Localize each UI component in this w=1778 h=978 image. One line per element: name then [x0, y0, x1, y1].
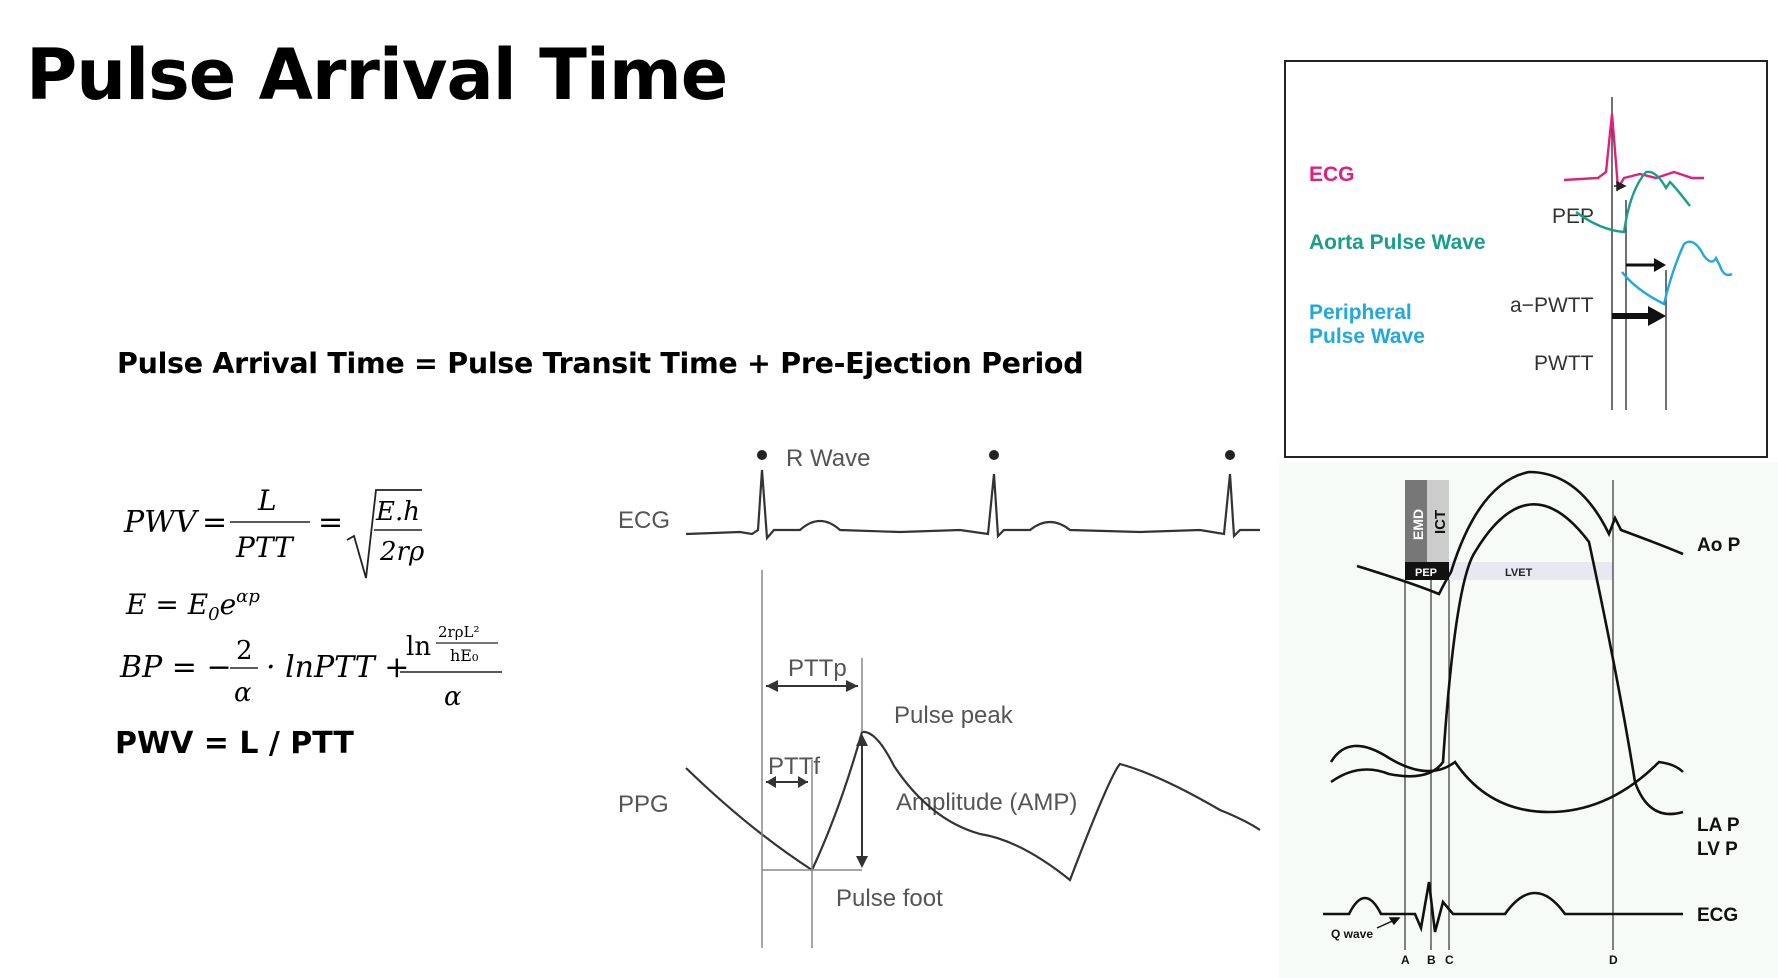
pat-equation: Pulse Arrival Time = Pulse Transit Time … — [117, 347, 1084, 380]
bp-outer-denominator: α — [444, 682, 462, 712]
r-wave-label: R Wave — [786, 445, 870, 472]
pwv-formula: PWV = L PTT = E.h 2rρ — [123, 484, 425, 579]
lv-p-label: LV P — [1697, 839, 1738, 860]
left-atrial-pressure-curve — [1329, 744, 1684, 814]
pep-bar — [1405, 562, 1449, 580]
emd-box — [1405, 480, 1427, 562]
elastic-modulus-formula: E = E0eαp — [125, 586, 260, 625]
pwtt-diagram: ECG Aorta Pulse Wave Peripheral Pulse Wa… — [1309, 97, 1733, 410]
pwtt-ecg-label: ECG — [1309, 163, 1355, 186]
a-pwtt-label: a−PWTT — [1510, 294, 1594, 317]
ict-box — [1427, 480, 1449, 562]
marker-c: C — [1445, 953, 1454, 967]
r-wave-dot-1 — [757, 450, 767, 460]
bp-inner-numerator: 2rρL² — [438, 623, 480, 641]
pwv-lhs: PWV — [123, 505, 200, 540]
pep-arrow — [1614, 180, 1627, 192]
bp-inner-denominator: hE₀ — [450, 646, 478, 665]
bp-fraction-numerator: 2 — [236, 636, 253, 666]
left-ventricular-pressure-curve — [1330, 503, 1684, 816]
ecg-wave-magenta — [1563, 113, 1704, 192]
lvet-bar — [1449, 562, 1613, 580]
ao-p-label: Ao P — [1697, 535, 1741, 556]
pep-label: PEP — [1552, 205, 1594, 228]
equals-sign-2: = — [318, 505, 343, 540]
r-wave-dot-3 — [1225, 450, 1235, 460]
sqrt-denominator: 2rρ — [379, 537, 425, 567]
e-lhs: E = E — [125, 588, 208, 621]
bp-middle-term: · lnPTT + — [266, 650, 409, 685]
pwv-numerator: L — [257, 484, 277, 517]
sqrt-numerator: E.h — [375, 497, 420, 527]
e-base: e — [220, 588, 237, 621]
cardiac-ecg-label: ECG — [1697, 905, 1738, 926]
equals-sign: = — [202, 505, 227, 540]
cardiac-cycle-diagram: EMD ICT PEP LVET Ao P LA P LV P ECG Q wa… — [1323, 470, 1741, 967]
aorta-pulse-wave-label: Aorta Pulse Wave — [1309, 231, 1486, 254]
q-wave-label: Q wave — [1331, 927, 1373, 941]
emd-label: EMD — [1410, 509, 1426, 540]
q-wave-arrow — [1376, 917, 1401, 929]
bp-ln: ln — [406, 632, 431, 662]
ppg-label: PPG — [618, 791, 669, 818]
ict-label: ICT — [1432, 510, 1449, 534]
bp-fraction-denominator: α — [234, 678, 252, 708]
peripheral-label-2: Pulse Wave — [1309, 325, 1425, 348]
r-wave-dot-2 — [989, 450, 999, 460]
e-subscript: 0 — [208, 604, 219, 625]
ptt-diagram: ECG PPG R Wave PTTp PTTf Pulse peak Ampl… — [618, 445, 1261, 948]
peripheral-label-1: Peripheral — [1309, 301, 1412, 324]
lvet-bar-label: LVET — [1505, 567, 1533, 579]
la-p-label: LA P — [1697, 815, 1740, 836]
pttp-label: PTTp — [788, 655, 847, 682]
page-title: Pulse Arrival Time — [26, 34, 728, 116]
cardiac-ecg-trace — [1323, 881, 1683, 933]
pep-bar-label: PEP — [1415, 567, 1437, 579]
marker-b: B — [1427, 953, 1436, 967]
pwtt-label: PWTT — [1534, 352, 1594, 375]
pwv-denominator: PTT — [235, 531, 295, 564]
pulse-peak-label: Pulse peak — [894, 702, 1014, 729]
ecg-trace — [685, 469, 1260, 541]
bp-formula: BP = − 2 α · lnPTT + ln 2rρL² hE₀ α — [119, 623, 502, 712]
aortic-pressure-curve — [1356, 470, 1684, 596]
peripheral-pulse-wave — [1621, 240, 1733, 306]
sqrt-sign — [346, 489, 422, 579]
pulse-foot-label: Pulse foot — [836, 885, 943, 912]
aorta-pulse-wave — [1575, 170, 1691, 234]
marker-a: A — [1401, 953, 1410, 967]
marker-d: D — [1609, 953, 1618, 967]
e-exponent: αp — [236, 586, 260, 607]
svg-text:E = E0eαp: E = E0eαp — [125, 586, 260, 625]
pwtt-panel — [1284, 60, 1768, 458]
ecg-label: ECG — [618, 507, 670, 534]
pwv-simple-formula: PWV = L / PTT — [115, 726, 354, 761]
cardiac-cycle-panel — [1279, 462, 1778, 978]
bp-lhs: BP = − — [119, 650, 232, 685]
ppg-trace — [685, 730, 1261, 882]
